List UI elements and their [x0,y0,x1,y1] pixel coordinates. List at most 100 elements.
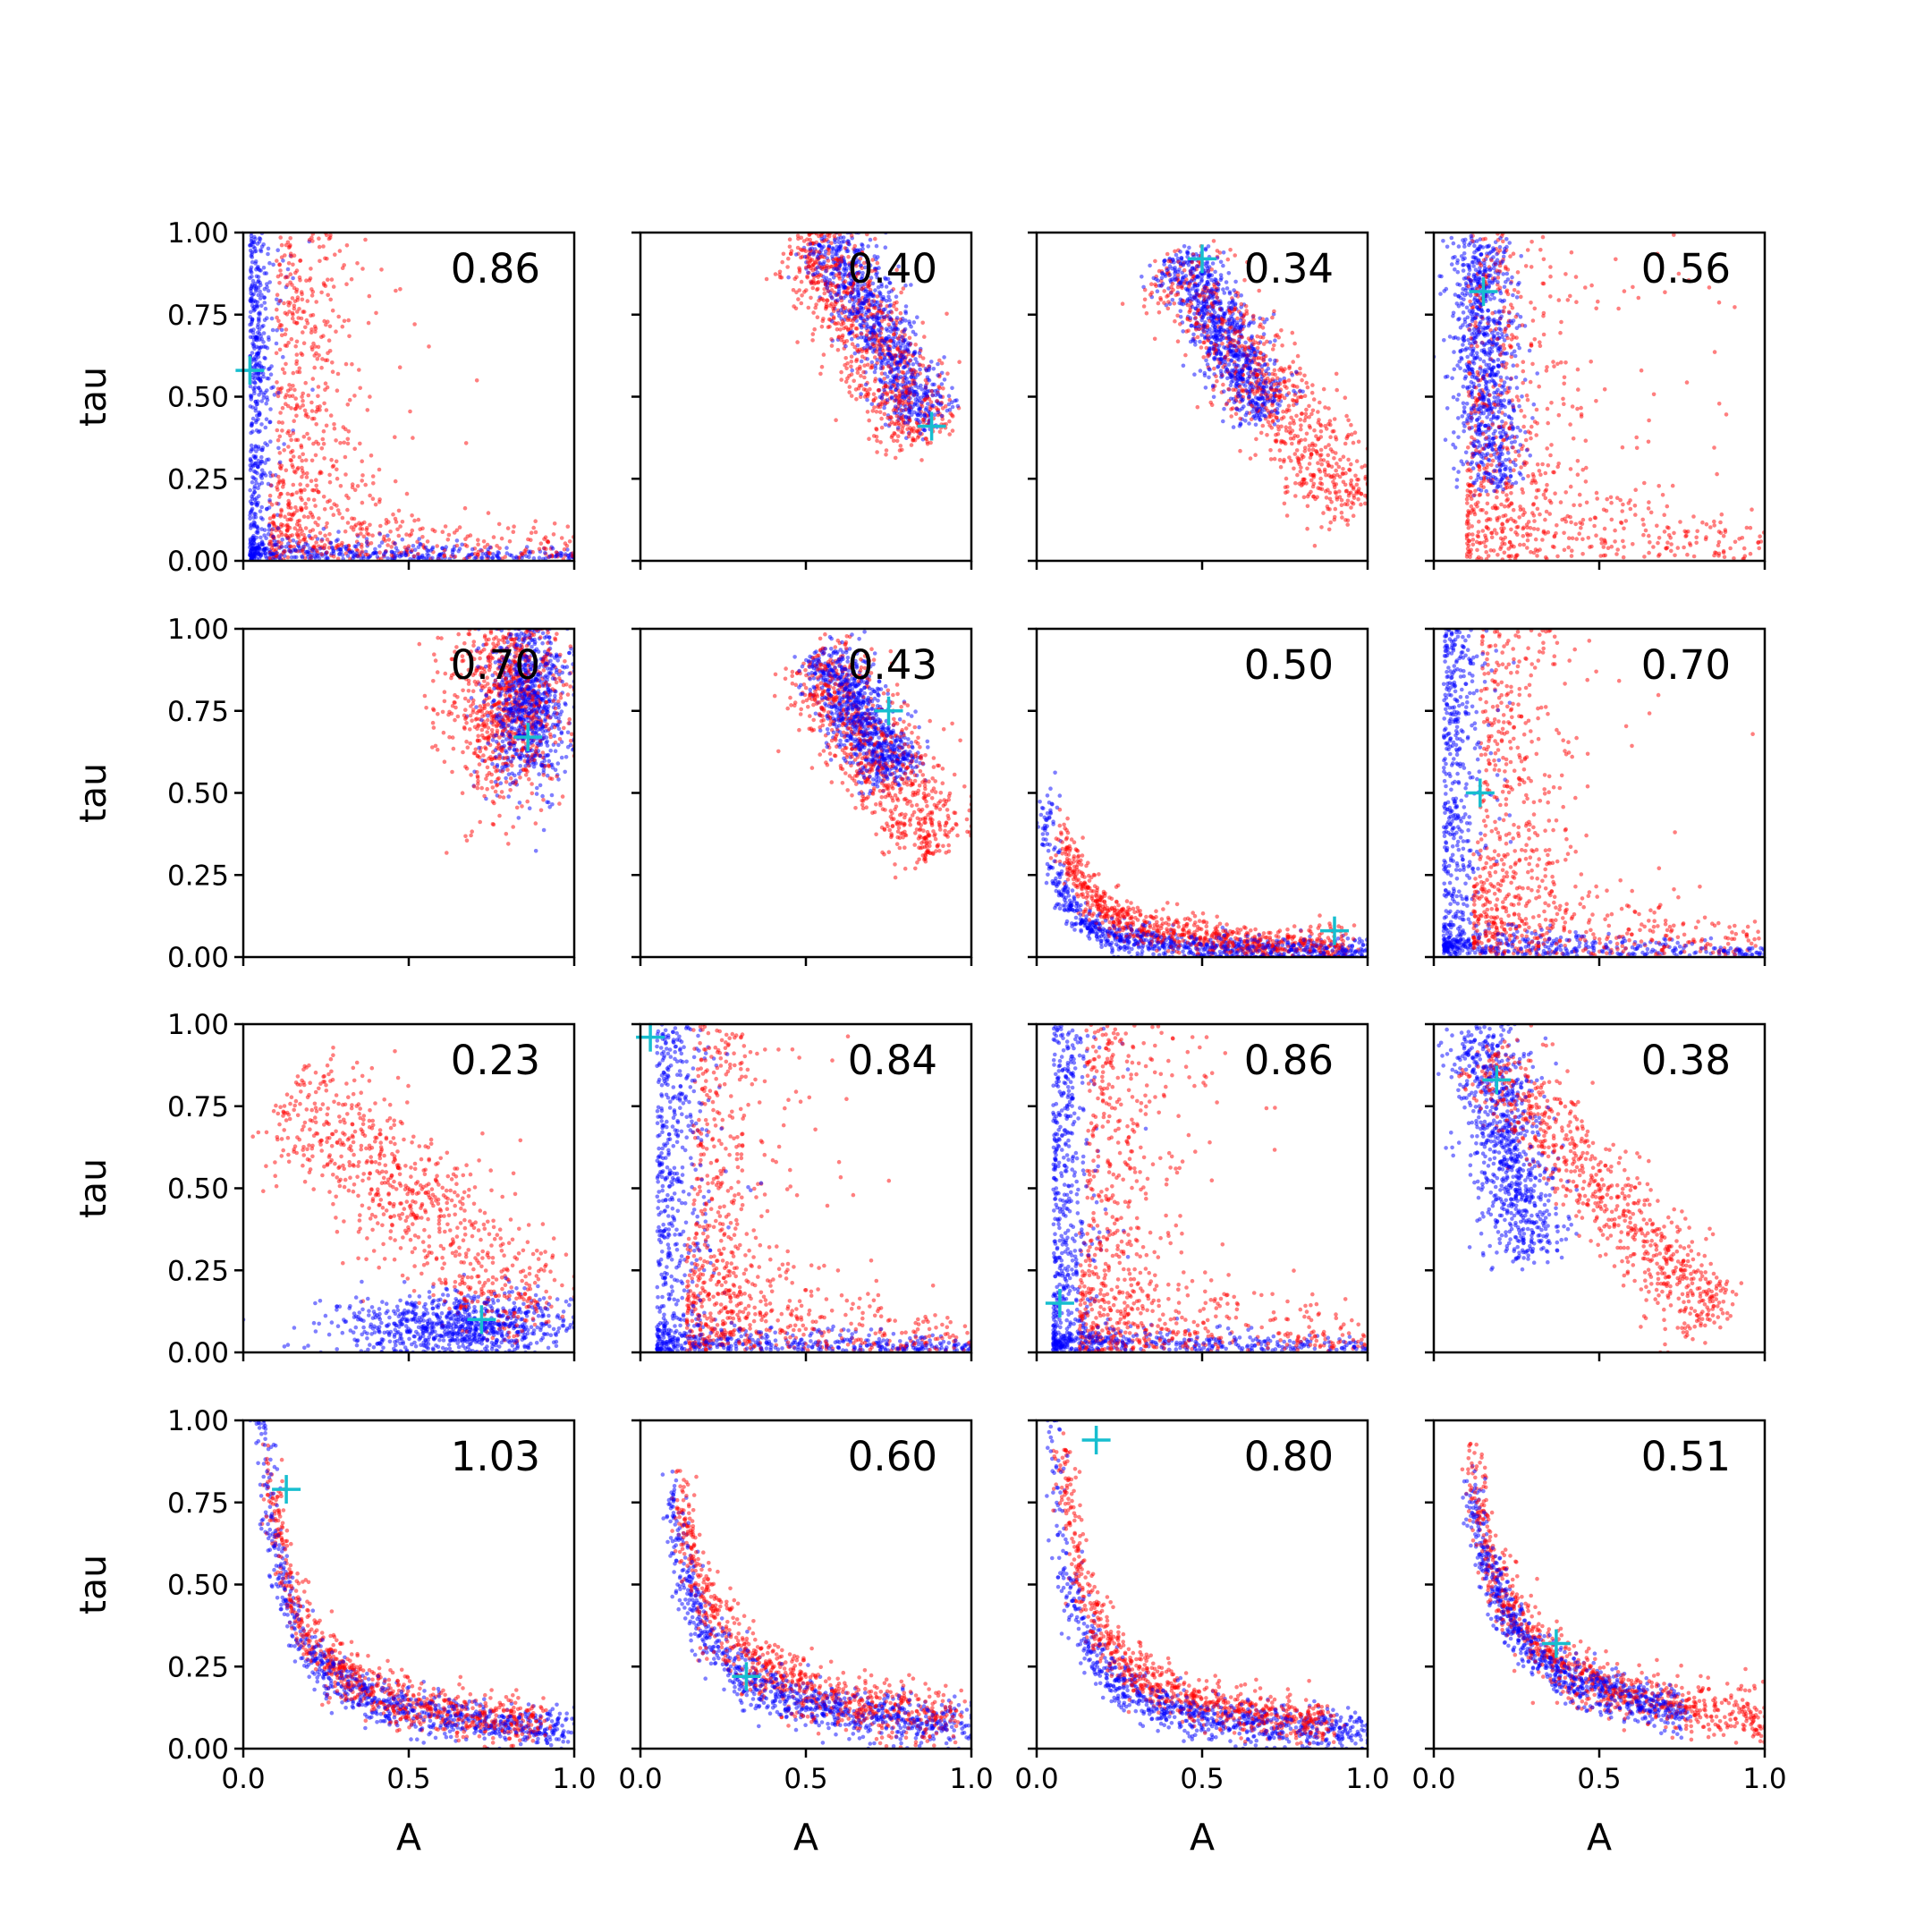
point-sample-a [267,377,271,381]
point-sample-b [345,507,350,513]
point-sample-a [490,555,495,561]
point-sample-a [355,554,360,559]
point-sample-a [1277,389,1282,394]
point-sample-b [279,540,284,546]
point-sample-b [1351,440,1356,445]
point-sample-b [322,318,327,324]
point-sample-a [1203,386,1208,390]
point-sample-a [253,419,258,425]
point-sample-b [1335,387,1339,393]
point-sample-a [1148,263,1152,268]
point-sample-b [505,526,511,530]
point-sample-a [286,541,291,546]
point-sample-b [1356,496,1360,502]
point-sample-a [831,260,836,265]
point-sample-a [457,547,462,551]
point-sample-a [875,300,880,305]
point-sample-a [1162,258,1167,264]
point-sample-b [837,276,843,281]
point-sample-a [251,515,257,520]
point-sample-b [1307,447,1311,453]
point-sample-a [868,237,873,242]
point-sample-a [1175,256,1181,261]
point-sample-b [486,511,491,515]
point-sample-b [350,361,354,367]
point-sample-b [294,339,300,344]
point-sample-b [314,422,319,427]
point-sample-b [1337,489,1342,494]
point-sample-b [1296,460,1301,465]
point-sample-b [331,513,336,517]
point-sample-b [337,512,342,516]
point-sample-a [830,318,835,324]
point-sample-a [888,378,894,383]
point-sample-b [277,299,283,303]
point-sample-b [1224,402,1229,407]
point-sample-b [826,258,831,263]
point-sample-b [1284,410,1289,414]
point-sample-b [425,539,430,544]
point-sample-a [1231,378,1235,384]
point-sample-b [326,277,330,283]
point-sample-b [283,332,288,337]
point-sample-b [373,502,378,507]
point-sample-b [894,438,900,444]
point-sample-b [411,554,417,559]
point-sample-b [1229,325,1233,330]
point-sample-b [358,527,363,531]
point-sample-b [1307,492,1311,496]
point-sample-b [1304,431,1309,436]
point-sample-a [1227,301,1232,306]
point-sample-a [1160,271,1165,275]
point-sample-b [1351,513,1356,518]
point-sample-a [352,555,357,559]
point-sample-b [289,406,293,411]
point-sample-b [1264,406,1268,411]
point-sample-a [902,326,908,332]
point-sample-b [794,290,799,295]
point-sample-b [393,516,398,521]
point-sample-a [914,360,919,365]
point-sample-a [946,402,952,407]
point-sample-b [317,244,322,250]
point-sample-b [322,543,327,547]
point-sample-b [1291,383,1295,388]
point-sample-b [1305,466,1309,471]
point-sample-b [1172,301,1177,306]
point-sample-a [255,361,259,366]
point-sample-a [264,417,269,422]
point-sample-a [818,248,824,253]
point-sample-a [470,547,475,552]
point-sample-a [1155,289,1160,294]
point-sample-a [1218,273,1224,277]
point-sample-a [266,251,270,257]
point-sample-a [284,545,289,549]
point-sample-a [925,375,930,380]
point-sample-a [873,366,878,371]
point-sample-b [1349,505,1353,510]
point-sample-b [346,496,351,501]
point-sample-b [529,530,534,535]
point-sample-b [1305,504,1310,509]
point-sample-a [265,506,269,512]
point-sample-a [877,333,882,338]
point-sample-b [533,519,538,523]
point-sample-b [817,298,821,303]
point-sample-a [259,480,265,486]
point-sample-a [297,546,302,551]
point-sample-b [343,529,348,534]
point-sample-b [794,275,799,280]
point-sample-a [260,542,265,547]
point-sample-b [291,431,296,436]
point-sample-a [1162,262,1166,267]
point-sample-b [1327,507,1332,512]
y-axis-label: tau [72,367,114,427]
point-sample-b [335,476,340,481]
point-sample-a [904,377,909,381]
point-sample-a [1213,300,1217,305]
point-sample-a [866,261,871,267]
point-sample-b [1220,322,1224,326]
point-sample-b [305,431,309,436]
point-sample-a [1224,345,1228,351]
point-sample-b [1243,304,1249,309]
